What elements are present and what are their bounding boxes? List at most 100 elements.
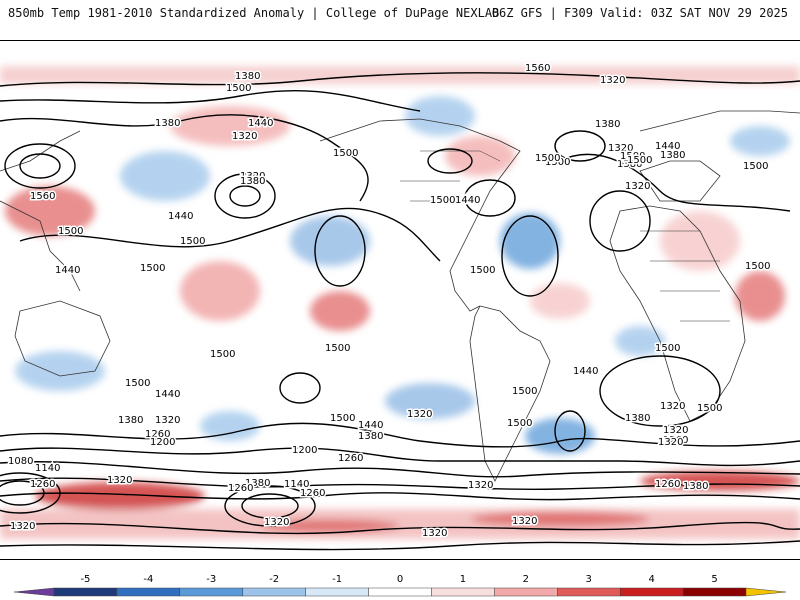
contour-label: 1500 xyxy=(743,161,768,172)
colorbar-tick-label: -5 xyxy=(80,574,90,585)
warm-anomaly-s-indian xyxy=(640,471,800,491)
colorbar-swatch xyxy=(305,587,369,597)
colorbar-swatch xyxy=(619,587,684,597)
contour-label: 1440 xyxy=(55,265,80,276)
colorbar-tick-label: 4 xyxy=(648,574,654,585)
contour-label: 1500 xyxy=(745,261,770,272)
contour-label: 1260 xyxy=(145,429,170,440)
contour-label: 1500 xyxy=(325,343,350,354)
contour-label: 1440 xyxy=(248,118,273,129)
anomaly-shading xyxy=(0,66,800,539)
contour-label: 1320 xyxy=(660,401,685,412)
contour-label: 1500 xyxy=(655,343,680,354)
contour-label: 1500 xyxy=(333,148,358,159)
contour-label: 1500 xyxy=(226,83,251,94)
colorbar-swatch xyxy=(242,587,306,597)
cold-anomaly-australia xyxy=(15,351,105,391)
cold-anomaly-canada xyxy=(405,96,475,136)
colorbar-tick-label: -4 xyxy=(143,574,153,585)
colorbar-tick-label: -2 xyxy=(269,574,279,585)
contour-label: 1320 xyxy=(264,517,289,528)
contour-label: 1200 xyxy=(150,437,175,448)
contour-label: 1320 xyxy=(107,475,132,486)
warm-anomaly-antarctic-atl xyxy=(470,511,650,527)
contour-1380-south xyxy=(0,461,800,478)
contour-1440-south xyxy=(0,447,800,467)
anomaly-map: 1380 1500 1320 1440 1380 1320 1500 1440 1380 1500… xyxy=(0,40,800,560)
arctic-warm-band xyxy=(0,66,800,84)
colorbar-ticks: -5 -4 -3 -2 -1 0 1 2 3 4 5 xyxy=(80,574,717,585)
contour-low-gulf-alaska-inner xyxy=(229,185,261,207)
contour-label: 1260 xyxy=(30,479,55,490)
contour-label: 1440 xyxy=(455,195,480,206)
contour-label: 1440 xyxy=(168,211,193,222)
contour-label: 1500 xyxy=(58,226,83,237)
contour-label: 1560 xyxy=(30,191,55,202)
contour-label: 1500 xyxy=(140,263,165,274)
contour-label: 1200 xyxy=(292,445,317,456)
colorbar-tick-label: -3 xyxy=(206,574,216,585)
contour-label: 1260 xyxy=(655,479,680,490)
contour-label: 1320 xyxy=(658,437,683,448)
contour-1440-north xyxy=(0,114,369,202)
colorbar-swatch xyxy=(745,587,787,597)
warm-anomaly-bering xyxy=(170,106,290,146)
contour-label: 1320 xyxy=(155,415,180,426)
contour-low-s-pacific-inner xyxy=(241,493,299,519)
map-title: 850mb Temp 1981-2010 Standardized Anomal… xyxy=(8,6,500,20)
coast-europe xyxy=(639,160,721,202)
cold-anomaly-siberia xyxy=(730,126,790,156)
colorbar-swatch xyxy=(116,587,181,597)
contour-high-e-pacific xyxy=(314,215,366,287)
contour-high-azores xyxy=(589,190,651,252)
contour-high-s-atlantic-2 xyxy=(554,410,586,452)
contour-1500-n-atlantic xyxy=(559,153,791,212)
colorbar-swatch xyxy=(431,587,495,597)
contour-label: 1500 xyxy=(545,157,570,168)
contour-high-s-pacific xyxy=(279,372,321,404)
warm-anomaly-c-pacific xyxy=(310,291,370,331)
contour-label: 1260 xyxy=(228,483,253,494)
contour-low-s-indian-west xyxy=(0,472,61,514)
contour-label: 1320 xyxy=(232,131,257,142)
contour-label: 1320 xyxy=(422,528,447,539)
contour-label: 1320 xyxy=(663,425,688,436)
contour-1500-n-subtropic xyxy=(19,207,441,262)
contour-label: 1380 xyxy=(235,71,260,82)
contour-label: 1320 xyxy=(468,480,493,491)
cold-anomaly-n-pacific xyxy=(120,151,210,201)
colorbar-swatch xyxy=(13,587,55,597)
contour-label: 1500 xyxy=(180,236,205,247)
contour-label: 1440 xyxy=(358,420,383,431)
colorbar-swatch xyxy=(53,587,118,597)
contour-label: 1500 xyxy=(210,349,235,360)
cold-anomaly-se-pacific xyxy=(385,383,475,419)
coast-east-asia xyxy=(0,130,81,172)
warm-anomaly-s-america-n xyxy=(530,283,590,319)
height-contours xyxy=(0,72,800,551)
contour-label: 1260 xyxy=(663,435,688,446)
warm-anomaly-w-pacific xyxy=(180,261,260,321)
contour-label: 1500 xyxy=(470,265,495,276)
contour-label: 1500 xyxy=(512,386,537,397)
cold-anomaly-w-atlantic xyxy=(500,213,560,269)
contour-label: 1320 xyxy=(240,171,265,182)
colorbar-swatch xyxy=(557,587,621,597)
contour-label: 1380 xyxy=(358,431,383,442)
contour-label: 1500 xyxy=(627,155,652,166)
contour-label: 1380 xyxy=(245,478,270,489)
contour-1320-south xyxy=(0,477,800,490)
contour-label: 1380 xyxy=(625,413,650,424)
contour-label: 1320 xyxy=(600,75,625,86)
warm-anomaly-n-america xyxy=(445,136,515,176)
colorbar-tick-label: -1 xyxy=(332,574,342,585)
contour-1320-antarctic xyxy=(0,521,800,535)
colorbar-tick-label: 0 xyxy=(397,574,403,585)
contour-low-s-indian-west-inner xyxy=(0,480,45,506)
contour-label: 1380 xyxy=(118,415,143,426)
contour-low-great-lakes xyxy=(464,179,516,217)
colorbar-swatch xyxy=(494,587,558,597)
warm-anomaly-se-asia xyxy=(5,186,95,236)
coast-south-america xyxy=(469,305,551,482)
contour-label: 1320 xyxy=(512,516,537,527)
